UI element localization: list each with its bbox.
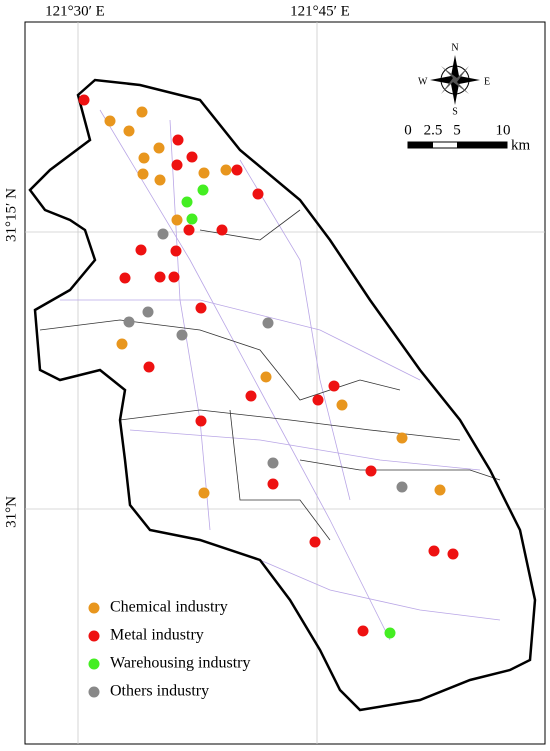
site-marker [78,94,90,106]
site-marker [231,164,243,176]
site-marker [186,213,198,225]
site-marker [123,316,135,328]
legend-swatch [88,658,100,670]
legend-swatch [88,602,100,614]
site-marker [119,272,131,284]
region-outline [28,78,537,712]
site-marker [138,152,150,164]
site-marker [365,465,377,477]
compass-e: E [484,76,490,87]
legend-swatch [88,686,100,698]
x-label: 121°30′ E [45,3,105,19]
road [239,159,351,501]
scale-unit: km [511,137,531,153]
site-marker [216,224,228,236]
site-marker [154,174,166,186]
site-marker [143,361,155,373]
site-marker [267,478,279,490]
site-marker [198,167,210,179]
site-marker [195,415,207,427]
scale-bar: 0 2.5 5 10 km [404,122,530,153]
legend-label: Metal industry [110,627,204,644]
compass: N S E W [418,42,490,117]
site-marker [135,244,147,256]
site-marker [220,164,232,176]
site-marker [336,399,348,411]
scale-tick: 10 [496,122,511,138]
site-marker [142,306,154,318]
site-marker [136,106,148,118]
site-marker [428,545,440,557]
legend-label: Chemical industry [110,599,228,616]
scale-segment [457,142,507,148]
site-marker [137,168,149,180]
site-marker [260,371,272,383]
site-marker [171,159,183,171]
legend-label: Warehousing industry [110,655,250,672]
site-marker [104,115,116,127]
scale-tick: 0 [404,122,412,138]
boundary [299,459,501,481]
scale-segment [408,142,433,148]
site-marker [309,536,321,548]
site-marker [396,432,408,444]
site-marker [176,329,188,341]
site-marker [183,224,195,236]
map-frame [24,21,546,745]
compass-star [441,66,469,94]
site-marker [197,184,209,196]
legend: Chemical industry Metal industry Warehousi… [88,599,250,700]
site-marker [153,142,165,154]
y-label: 31°15′ N [3,188,19,242]
site-marker [384,627,396,639]
road [129,429,481,471]
site-marker [116,338,128,350]
site-marker [252,188,264,200]
road [169,119,211,531]
road [60,299,421,381]
site-marker [245,390,257,402]
y-label: 31°N [3,496,19,528]
compass-s: S [452,106,458,117]
site-marker [157,228,169,240]
boundary [229,409,331,541]
site-marker [186,151,198,163]
site-marker [195,302,207,314]
legend-label: Others industry [110,683,209,700]
site-marker [312,394,324,406]
site-marker [181,196,193,208]
site-marker [357,625,369,637]
compass-n: N [451,42,458,53]
graticule [25,22,545,744]
compass-w: W [418,76,428,87]
site-marker [154,271,166,283]
x-label: 121°45′ E [290,3,350,19]
site-marker [396,481,408,493]
site-marker [172,134,184,146]
roads [60,109,501,641]
scale-tick: 2.5 [424,122,443,138]
scale-tick: 5 [453,122,461,138]
sites [78,94,459,639]
site-marker [168,271,180,283]
road [99,109,391,641]
site-marker [170,245,182,257]
legend-swatch [88,630,100,642]
boundary [39,319,401,401]
site-marker [198,487,210,499]
site-marker [123,125,135,137]
site-marker [267,457,279,469]
site-marker [434,484,446,496]
site-marker [328,380,340,392]
site-marker [171,214,183,226]
site-marker [447,548,459,560]
site-marker [262,317,274,329]
road [259,559,501,621]
